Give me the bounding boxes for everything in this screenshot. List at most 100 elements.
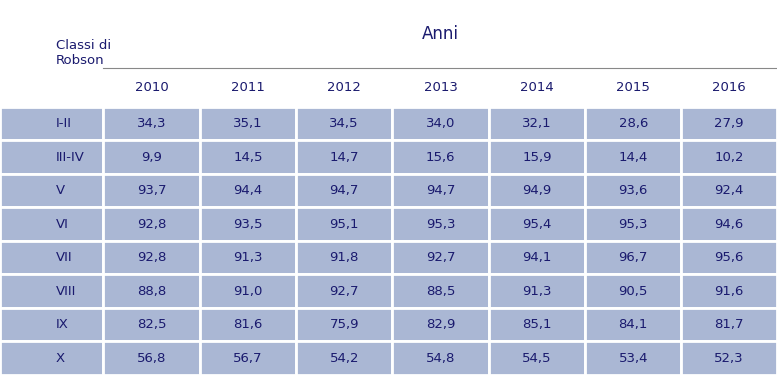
Text: 94,4: 94,4: [233, 184, 263, 197]
Text: 92,4: 92,4: [715, 184, 744, 197]
Bar: [296, 207, 392, 241]
Bar: [585, 274, 681, 308]
Text: 91,8: 91,8: [329, 251, 359, 264]
Bar: [0, 308, 103, 342]
Bar: [681, 308, 777, 342]
Bar: [585, 107, 681, 140]
Bar: [103, 308, 200, 342]
Text: III-IV: III-IV: [56, 151, 85, 164]
Bar: [200, 274, 296, 308]
Bar: [103, 342, 200, 375]
Bar: [489, 241, 585, 274]
Text: 32,1: 32,1: [522, 117, 552, 130]
Text: 95,3: 95,3: [426, 217, 455, 231]
Text: X: X: [56, 352, 64, 365]
Bar: [200, 308, 296, 342]
Bar: [0, 107, 103, 140]
Text: 94,6: 94,6: [715, 217, 744, 231]
Bar: [296, 308, 392, 342]
Text: 92,7: 92,7: [329, 285, 359, 298]
Text: 2012: 2012: [327, 81, 361, 94]
Bar: [103, 140, 200, 174]
Text: VII: VII: [56, 251, 72, 264]
Bar: [681, 241, 777, 274]
Text: 92,8: 92,8: [137, 217, 166, 231]
Bar: [489, 68, 585, 107]
Bar: [200, 241, 296, 274]
Text: 92,8: 92,8: [137, 251, 166, 264]
Bar: [200, 107, 296, 140]
Bar: [489, 308, 585, 342]
Text: IX: IX: [56, 318, 68, 331]
Text: 15,6: 15,6: [426, 151, 455, 164]
Bar: [489, 140, 585, 174]
Text: 75,9: 75,9: [329, 318, 359, 331]
Text: 91,6: 91,6: [715, 285, 744, 298]
Bar: [489, 207, 585, 241]
Text: 82,5: 82,5: [137, 318, 166, 331]
Bar: [200, 68, 296, 107]
Text: 94,1: 94,1: [522, 251, 552, 264]
Text: 27,9: 27,9: [715, 117, 744, 130]
Bar: [585, 241, 681, 274]
Bar: [0, 241, 103, 274]
Text: 34,5: 34,5: [329, 117, 359, 130]
Bar: [392, 68, 489, 107]
Bar: [489, 174, 585, 207]
Bar: [103, 274, 200, 308]
Bar: [392, 308, 489, 342]
Bar: [200, 174, 296, 207]
Bar: [392, 241, 489, 274]
Text: 14,5: 14,5: [233, 151, 263, 164]
Text: 95,4: 95,4: [522, 217, 552, 231]
Text: 95,1: 95,1: [329, 217, 359, 231]
Text: 54,8: 54,8: [426, 352, 455, 365]
Text: 81,6: 81,6: [233, 318, 263, 331]
Bar: [0, 207, 103, 241]
Bar: [296, 107, 392, 140]
Text: 54,2: 54,2: [329, 352, 359, 365]
Bar: [489, 274, 585, 308]
Bar: [296, 342, 392, 375]
Bar: [585, 207, 681, 241]
Bar: [392, 174, 489, 207]
Bar: [0, 274, 103, 308]
Text: 56,8: 56,8: [137, 352, 166, 365]
Bar: [392, 107, 489, 140]
Bar: [200, 140, 296, 174]
Text: 91,3: 91,3: [522, 285, 552, 298]
Text: 88,5: 88,5: [426, 285, 455, 298]
Text: 95,6: 95,6: [715, 251, 744, 264]
Text: 93,6: 93,6: [618, 184, 648, 197]
Text: 93,7: 93,7: [137, 184, 166, 197]
Text: 2010: 2010: [134, 81, 169, 94]
Bar: [296, 274, 392, 308]
Text: 2013: 2013: [423, 81, 458, 94]
Bar: [103, 0, 777, 68]
Bar: [681, 207, 777, 241]
Bar: [489, 342, 585, 375]
Bar: [681, 140, 777, 174]
Bar: [681, 68, 777, 107]
Bar: [681, 174, 777, 207]
Text: 2014: 2014: [520, 81, 554, 94]
Bar: [0, 140, 103, 174]
Bar: [585, 140, 681, 174]
Bar: [296, 174, 392, 207]
Text: 88,8: 88,8: [137, 285, 166, 298]
Text: 35,1: 35,1: [233, 117, 263, 130]
Text: 2011: 2011: [231, 81, 265, 94]
Bar: [681, 274, 777, 308]
Text: 53,4: 53,4: [618, 352, 648, 365]
Text: VI: VI: [56, 217, 68, 231]
Text: 2016: 2016: [713, 81, 746, 94]
Text: 95,3: 95,3: [618, 217, 648, 231]
Text: 52,3: 52,3: [714, 352, 744, 365]
Text: I-II: I-II: [56, 117, 71, 130]
Bar: [585, 308, 681, 342]
Text: 91,0: 91,0: [233, 285, 263, 298]
Bar: [103, 241, 200, 274]
Text: 82,9: 82,9: [426, 318, 455, 331]
Bar: [0, 342, 103, 375]
Bar: [392, 342, 489, 375]
